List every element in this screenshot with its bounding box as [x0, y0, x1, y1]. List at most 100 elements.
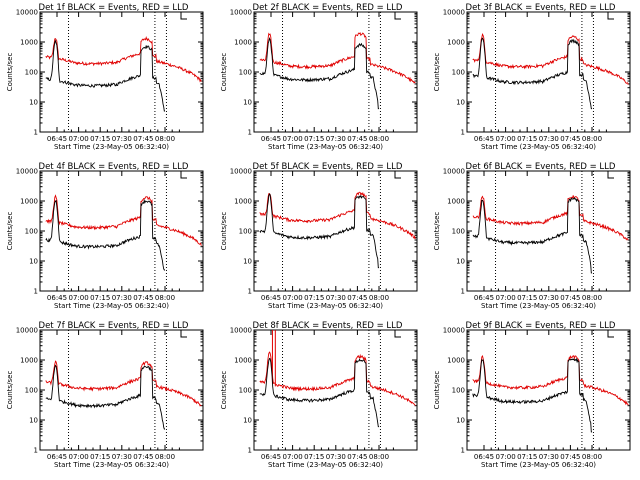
y-tick-label: 1000 [20, 198, 38, 206]
x-tick-label: 07:45 [347, 135, 367, 143]
x-tick-label: 06:45 [261, 294, 281, 302]
corner-mark [607, 12, 614, 20]
y-tick-label: 100 [239, 387, 252, 395]
series-events-line [472, 196, 592, 274]
chart-panel-3: Det 3f BLACK = Events, RED = LLD 1 10 100 10… [433, 3, 631, 151]
plot-frame [253, 329, 418, 451]
x-tick-label: 07:45 [133, 294, 153, 302]
x-tick-label: 07:30 [112, 453, 132, 461]
x-tick-label: 07:15 [517, 453, 537, 461]
series-events-line [472, 357, 592, 433]
y-tick-label: 1000 [447, 357, 465, 365]
x-axis-label: Start Time (23-May-05 06:32:40) [54, 302, 169, 310]
x-tick-label: 07:30 [539, 135, 559, 143]
x-tick-label: 07:45 [133, 453, 153, 461]
x-tick-label: 07:00 [283, 294, 303, 302]
x-tick-label: 07:15 [90, 453, 110, 461]
x-tick-label: 06:45 [261, 135, 281, 143]
y-tick-label: 1000 [20, 357, 38, 365]
x-tick-label: 07:30 [112, 294, 132, 302]
x-tick-label: 07:45 [347, 294, 367, 302]
y-axis-label: Counts/sec [6, 212, 14, 251]
y-tick-label: 10 [243, 99, 252, 107]
y-tick-label: 100 [452, 69, 465, 77]
x-tick-label: 07:00 [69, 135, 89, 143]
series-lld-line [259, 191, 416, 240]
plot-frame [466, 170, 631, 292]
y-tick-label: 10 [456, 258, 465, 266]
y-axis-label: Counts/sec [433, 53, 441, 92]
series-events-line [259, 193, 379, 269]
y-tick-label: 1 [34, 129, 38, 137]
lld-spike [271, 330, 276, 387]
chart-panel-8: Det 8f BLACK = Events, RED = LLD 1 10 100 10… [220, 321, 418, 469]
x-tick-label: 07:15 [90, 135, 110, 143]
x-tick-label: 07:45 [560, 135, 580, 143]
x-tick-label: 08:00 [582, 294, 602, 302]
chart-panel-7: Det 7f BLACK = Events, RED = LLD 1 10 100 10… [6, 321, 204, 469]
x-tick-label: 08:00 [582, 135, 602, 143]
y-tick-label: 100 [25, 387, 38, 395]
corner-mark [394, 171, 401, 179]
x-axis-label: Start Time (23-May-05 06:32:40) [481, 302, 596, 310]
y-tick-label: 1000 [447, 198, 465, 206]
x-tick-label: 06:45 [47, 135, 67, 143]
y-tick-label: 10 [29, 99, 38, 107]
x-tick-label: 08:00 [155, 453, 175, 461]
x-tick-label: 07:30 [326, 294, 346, 302]
plot-frame [39, 11, 204, 133]
x-tick-label: 07:30 [326, 453, 346, 461]
plot-frame [253, 170, 418, 292]
y-tick-label: 10 [243, 258, 252, 266]
series-lld-line [472, 195, 629, 241]
series-events-line [472, 37, 592, 110]
x-tick-label: 08:00 [155, 294, 175, 302]
x-tick-label: 06:45 [474, 135, 494, 143]
y-axis-label: Counts/sec [6, 371, 14, 410]
y-tick-label: 10 [29, 417, 38, 425]
y-tick-label: 10000 [443, 168, 465, 176]
x-axis-label: Start Time (23-May-05 06:32:40) [268, 461, 383, 469]
corner-mark [607, 171, 614, 179]
y-tick-label: 1000 [234, 39, 252, 47]
x-tick-label: 08:00 [369, 294, 389, 302]
y-axis-label: Counts/sec [220, 371, 228, 410]
chart-title: Det 7f BLACK = Events, RED = LLD [39, 321, 189, 331]
y-axis-label: Counts/sec [433, 371, 441, 410]
x-tick-label: 06:45 [47, 294, 67, 302]
y-axis-label: Counts/sec [220, 53, 228, 92]
corner-mark [394, 330, 401, 338]
y-tick-label: 100 [452, 387, 465, 395]
chart-title: Det 1f BLACK = Events, RED = LLD [39, 3, 189, 13]
x-tick-label: 06:45 [474, 453, 494, 461]
y-tick-label: 1 [461, 447, 465, 455]
x-tick-label: 07:15 [517, 294, 537, 302]
y-tick-label: 10000 [16, 327, 38, 335]
corner-mark [180, 12, 187, 20]
x-tick-label: 07:00 [69, 294, 89, 302]
y-tick-label: 100 [25, 69, 38, 77]
series-events-line [45, 364, 165, 430]
corner-mark [394, 12, 401, 20]
y-tick-label: 10000 [230, 9, 252, 17]
x-tick-label: 08:00 [369, 453, 389, 461]
x-tick-label: 07:15 [304, 294, 324, 302]
y-tick-label: 10000 [443, 327, 465, 335]
x-axis-label: Start Time (23-May-05 06:32:40) [481, 143, 596, 151]
x-tick-label: 07:45 [347, 453, 367, 461]
x-tick-label: 07:00 [496, 135, 516, 143]
y-tick-label: 1 [34, 288, 38, 296]
chart-title: Det 5f BLACK = Events, RED = LLD [253, 162, 403, 172]
y-tick-label: 100 [239, 69, 252, 77]
chart-title: Det 2f BLACK = Events, RED = LLD [253, 3, 403, 13]
series-events-line [259, 357, 379, 428]
x-tick-label: 07:00 [496, 453, 516, 461]
chart-title: Det 3f BLACK = Events, RED = LLD [466, 3, 616, 13]
series-lld-line [259, 32, 416, 84]
chart-title: Det 6f BLACK = Events, RED = LLD [466, 162, 616, 172]
series-lld-line [259, 351, 416, 406]
y-tick-label: 10000 [230, 327, 252, 335]
x-tick-label: 07:30 [112, 135, 132, 143]
x-tick-label: 06:45 [261, 453, 281, 461]
